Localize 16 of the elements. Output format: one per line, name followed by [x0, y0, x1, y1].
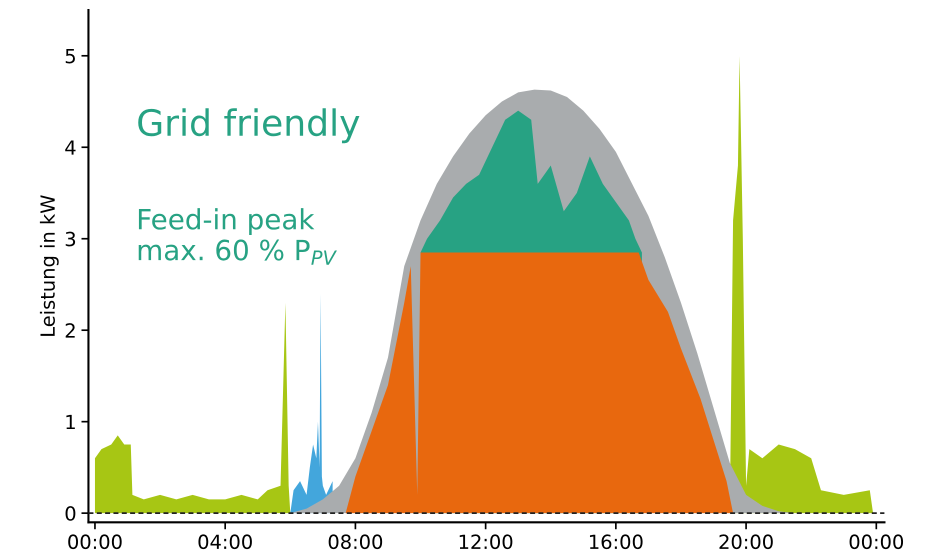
- x-tick-label: 08:00: [328, 534, 382, 550]
- annotation: Grid friendly: [138, 108, 360, 144]
- y-axis-title: Leistung in kW: [40, 195, 59, 336]
- y-tick-label: 5: [66, 48, 75, 64]
- y-tick-label: 3: [66, 232, 76, 246]
- x-tick-label: 00:00: [68, 534, 122, 550]
- y-tick-label: 1: [66, 414, 75, 430]
- x-tick-label: 16:00: [590, 534, 643, 550]
- x-tick-label: 00:00: [850, 534, 904, 550]
- x-tick-label: 04:00: [198, 534, 252, 550]
- annotation: Feed-in peak max. 60 % P$_{PV}$: [138, 208, 337, 265]
- x-tick-label: 20:00: [719, 534, 773, 550]
- y-tick-label: 0: [66, 506, 76, 521]
- y-tick-label: 4: [65, 140, 76, 155]
- y-tick-label: 2: [66, 323, 75, 338]
- x-tick-label: 12:00: [460, 534, 512, 550]
